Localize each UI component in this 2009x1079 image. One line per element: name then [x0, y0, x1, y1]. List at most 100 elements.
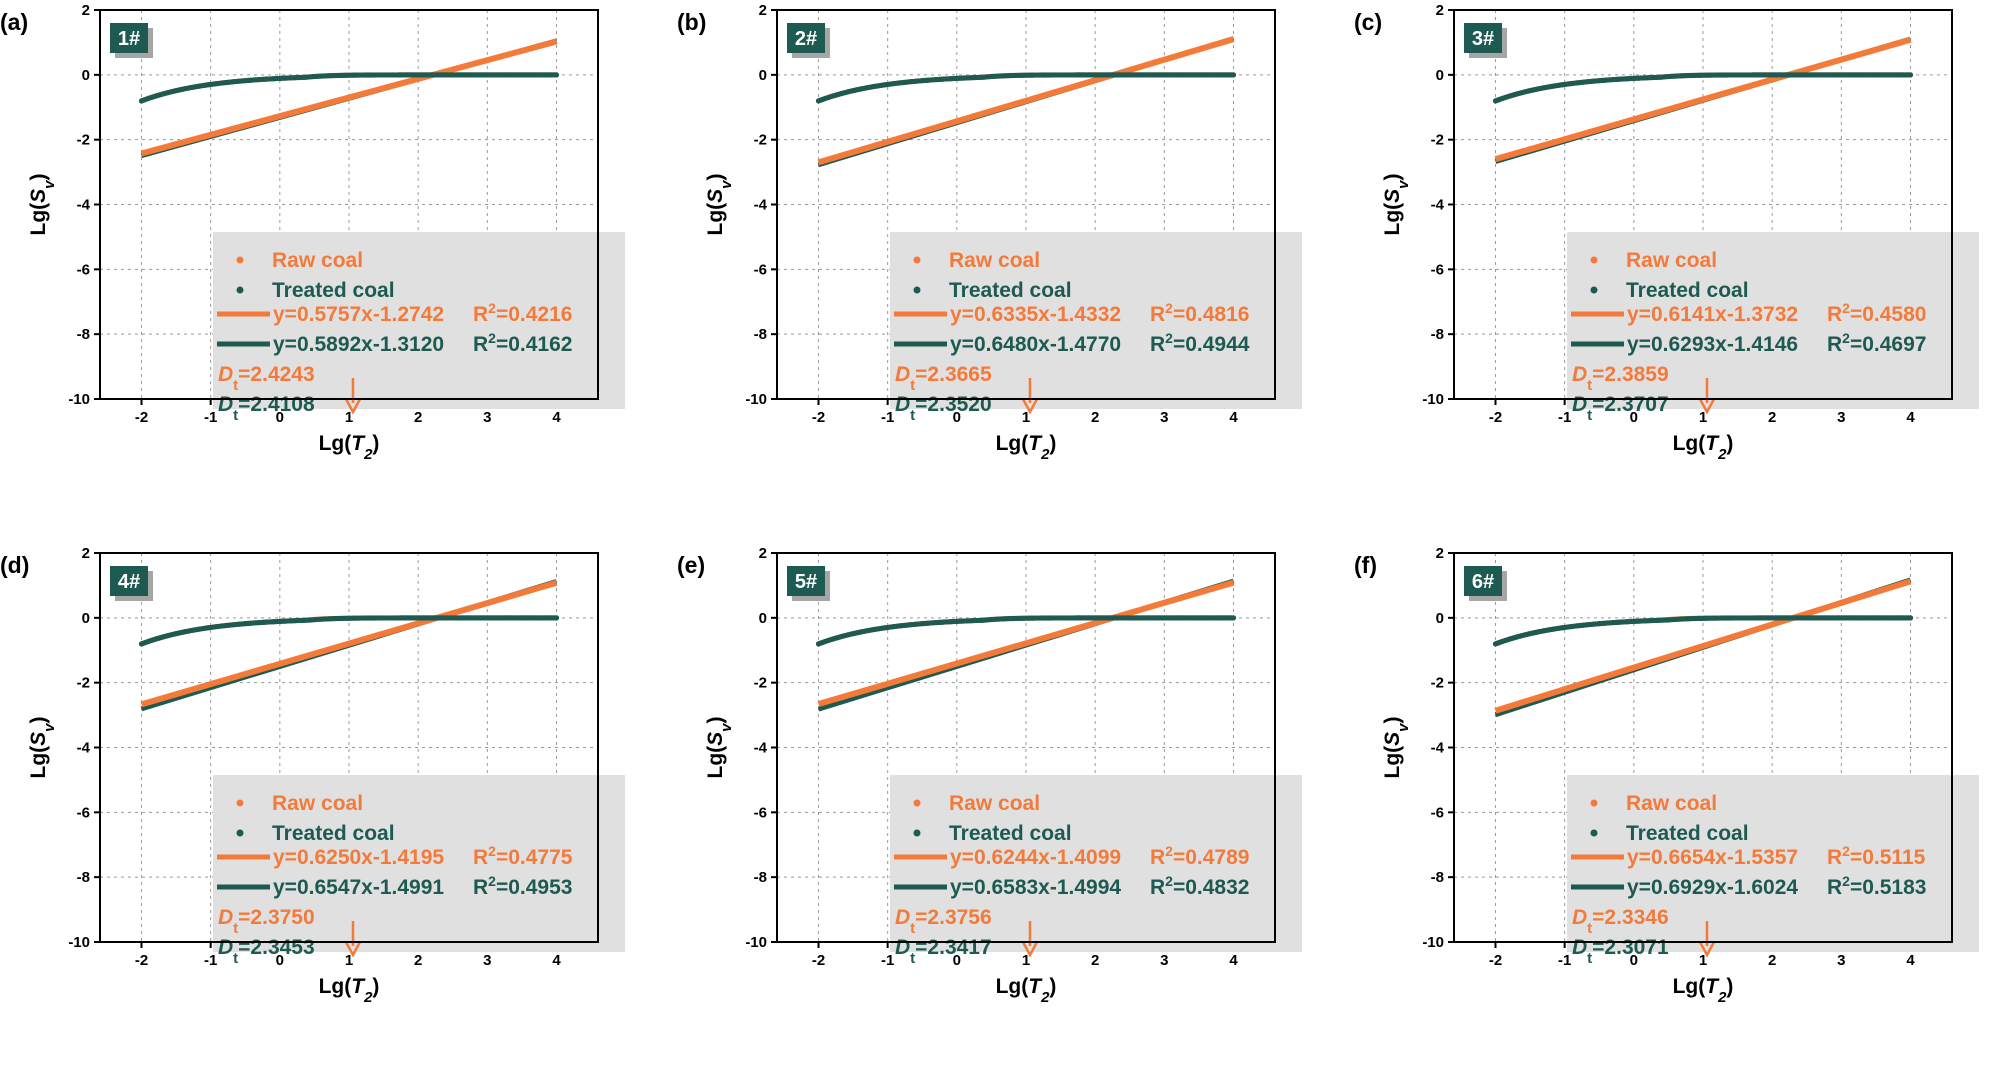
x-axis-title-prefix: Lg(	[319, 975, 352, 998]
y-tick-label: -10	[745, 391, 767, 408]
x-tick-label: 1	[1022, 952, 1030, 969]
y-tick-label: 0	[82, 67, 90, 84]
legend-treated-marker	[913, 829, 921, 837]
treated-coal-point	[553, 72, 560, 78]
x-tick-label: 4	[552, 952, 561, 969]
y-axis-title-var: S	[704, 732, 727, 746]
raw-r-squared: R2=0.4789	[1150, 843, 1249, 869]
legend-raw-label: Raw coal	[949, 249, 1040, 272]
plot-frame	[99, 552, 599, 943]
y-tick-label: -2	[754, 675, 767, 692]
legend-treated-label: Treated coal	[949, 822, 1072, 845]
y-tick-label: 0	[1436, 610, 1444, 627]
x-axis-title-sub: 2	[1040, 446, 1050, 463]
y-axis-title-suffix: )	[27, 716, 50, 723]
y-tick-label: -8	[1431, 326, 1444, 343]
sample-badge-label: 2#	[795, 28, 817, 50]
raw-r-squared: R2=0.5115	[1827, 843, 1926, 869]
treated-r-squared-value: =0.4944	[1173, 333, 1250, 356]
treated-r-squared: R2=0.5183	[1827, 873, 1926, 899]
x-tick-label: 1	[1022, 409, 1030, 426]
raw-dt-number: =2.3750	[238, 906, 315, 929]
treated-dt-sub: t	[1587, 950, 1592, 967]
y-axis-title-sub: v	[41, 722, 58, 732]
y-axis-title-var: S	[27, 189, 50, 203]
x-tick-label: 3	[1837, 952, 1845, 969]
x-tick-label: 4	[1906, 952, 1915, 969]
plot-frame	[776, 552, 1276, 943]
raw-dt-value: Dt=2.3750	[218, 906, 315, 937]
raw-dt-symbol: D	[895, 363, 910, 386]
treated-r-squared-symbol: R	[1827, 333, 1842, 356]
x-axis-title-prefix: Lg(	[1673, 975, 1706, 998]
raw-dt-sub: t	[233, 920, 238, 937]
y-tick-label: 0	[82, 610, 90, 627]
x-tick-label: 0	[1630, 952, 1638, 969]
y-tick-label: 2	[82, 2, 90, 19]
x-axis-title-suffix: )	[1726, 975, 1733, 998]
x-tick-label: -1	[204, 952, 217, 969]
treated-r-squared-exp: 2	[1842, 873, 1850, 889]
legend-raw-marker	[236, 799, 244, 807]
panel-label: (c)	[1354, 9, 1382, 35]
x-axis-title-prefix: Lg(	[996, 975, 1029, 998]
raw-dt-number: =2.3665	[915, 363, 992, 386]
y-tick-label: -8	[77, 869, 90, 886]
x-axis-title-prefix: Lg(	[996, 432, 1029, 455]
y-tick-label: 2	[759, 545, 767, 562]
y-axis-title-var: S	[27, 732, 50, 746]
treated-dt-value: Dt=2.4108	[218, 393, 315, 424]
legend-raw-marker	[913, 256, 921, 264]
dt-decrease-arrow-head	[1021, 941, 1039, 958]
raw-coal-fit-line	[140, 38, 558, 157]
raw-dt-value: Dt=2.4243	[218, 363, 315, 394]
y-axis-title: Lg(Sv)	[704, 173, 735, 235]
x-tick-label: 4	[1229, 952, 1238, 969]
raw-r-squared-value: =0.5115	[1850, 846, 1926, 869]
y-axis-title-prefix: Lg(	[704, 203, 727, 236]
raw-fit-equation: y=0.6335x-1.4332	[950, 303, 1121, 326]
legend-treated-marker	[236, 829, 244, 837]
treated-dt-sub: t	[233, 407, 238, 424]
x-tick-label: -1	[881, 952, 894, 969]
dt-decrease-arrow-head	[344, 398, 362, 415]
treated-dt-number: =2.3071	[1592, 936, 1669, 959]
y-axis-title: Lg(Sv)	[27, 173, 58, 235]
raw-r-squared-exp: 2	[1842, 843, 1850, 859]
x-axis-title-var: T	[351, 975, 366, 998]
raw-r-squared-symbol: R	[1150, 303, 1165, 326]
treated-r-squared-value: =0.4832	[1173, 876, 1250, 899]
raw-dt-value: Dt=2.3859	[1572, 363, 1669, 394]
y-tick-label: 2	[1436, 545, 1444, 562]
x-axis-title: Lg(T2)	[1673, 432, 1734, 463]
legend-raw-label: Raw coal	[272, 249, 363, 272]
raw-dt-number: =2.3346	[1592, 906, 1669, 929]
x-axis-title: Lg(T2)	[996, 432, 1057, 463]
dt-decrease-arrow-head	[1698, 941, 1716, 958]
legend-treated-marker	[1590, 829, 1598, 837]
y-axis-title-suffix: )	[704, 716, 727, 723]
y-tick-label: -6	[77, 261, 90, 278]
treated-dt-value: Dt=2.3707	[1572, 393, 1669, 424]
x-axis-title-var: T	[1028, 975, 1043, 998]
treated-dt-number: =2.3417	[915, 936, 992, 959]
treated-r-squared-value: =0.4953	[496, 876, 573, 899]
legend-box	[1567, 775, 1979, 952]
raw-coal-fit-line	[1494, 36, 1912, 163]
y-axis-title-suffix: )	[1381, 173, 1404, 180]
legend-box	[213, 775, 625, 952]
y-tick-label: -2	[77, 132, 90, 149]
y-tick-label: -4	[77, 740, 91, 757]
raw-r-squared-symbol: R	[473, 303, 488, 326]
y-axis-title-sub: v	[41, 179, 58, 189]
sample-badge	[787, 23, 825, 53]
legend-treated-label: Treated coal	[1626, 279, 1749, 302]
x-tick-label: -1	[881, 409, 894, 426]
raw-dt-symbol: D	[895, 906, 910, 929]
legend-raw-label: Raw coal	[272, 792, 363, 815]
y-tick-label: -6	[1431, 804, 1444, 821]
raw-r-squared-exp: 2	[1165, 300, 1173, 316]
raw-dt-symbol: D	[218, 906, 233, 929]
treated-r-squared-value: =0.5183	[1850, 876, 1927, 899]
treated-fit-equation: y=0.6547x-1.4991	[273, 876, 444, 899]
